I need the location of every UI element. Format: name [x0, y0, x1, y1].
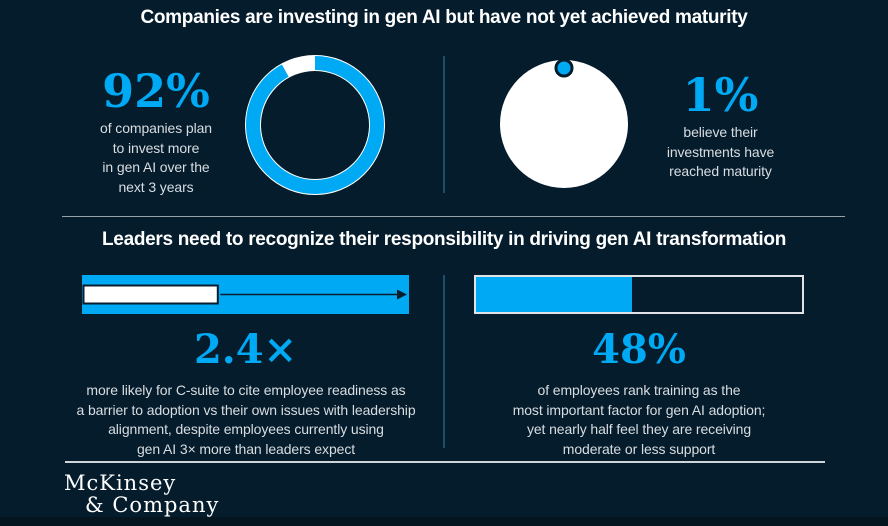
stat-training-value: 48%	[592, 326, 686, 373]
stat-invest-caption: of companies plan to invest more in gen …	[100, 120, 212, 195]
ratio-bar-svg	[82, 275, 409, 314]
stat-maturity: 1% believe their investments have reache…	[633, 70, 808, 182]
donut-chart	[245, 55, 385, 195]
bottom-strip	[0, 517, 888, 526]
training-bar-fill	[476, 277, 633, 312]
ratio-bar-chart	[82, 275, 409, 314]
stat-training-caption: of employees rank training as the most i…	[512, 382, 766, 457]
stat-invest: 92% of companies plan to invest more in …	[80, 66, 232, 197]
stat-training: 48%	[474, 328, 804, 372]
mckinsey-logo: McKinsey & Company	[64, 472, 219, 516]
dot-circle-svg	[500, 58, 628, 188]
bottom-section-title: Leaders need to recognize their responsi…	[102, 229, 786, 250]
footer-divider	[65, 461, 825, 463]
logo-line2: & Company	[85, 493, 220, 517]
stat-ratio-value: 2.4×	[193, 326, 298, 373]
donut-arc	[246, 56, 384, 194]
donut-chart-svg	[245, 55, 385, 195]
maturity-circle	[500, 60, 628, 188]
arrow-head-icon	[397, 289, 407, 300]
stat-maturity-caption: believe their investments have reached m…	[666, 124, 775, 179]
top-vertical-divider	[443, 56, 445, 193]
dot-circle-chart	[496, 56, 632, 192]
training-bar-chart	[474, 275, 804, 314]
bottom-vertical-divider	[443, 275, 445, 448]
stat-invest-value: 92%	[102, 64, 210, 118]
section-divider	[62, 216, 845, 217]
ratio-bar-base	[82, 284, 219, 305]
logo-line1: McKinsey	[64, 471, 177, 495]
stat-maturity-value: 1%	[682, 68, 759, 122]
top-section-title: Companies are investing in gen AI but ha…	[140, 7, 748, 28]
stat-ratio-caption: more likely for C-suite to cite employee…	[76, 382, 416, 457]
stat-ratio: 2.4×	[82, 328, 409, 372]
maturity-dot	[554, 58, 574, 78]
